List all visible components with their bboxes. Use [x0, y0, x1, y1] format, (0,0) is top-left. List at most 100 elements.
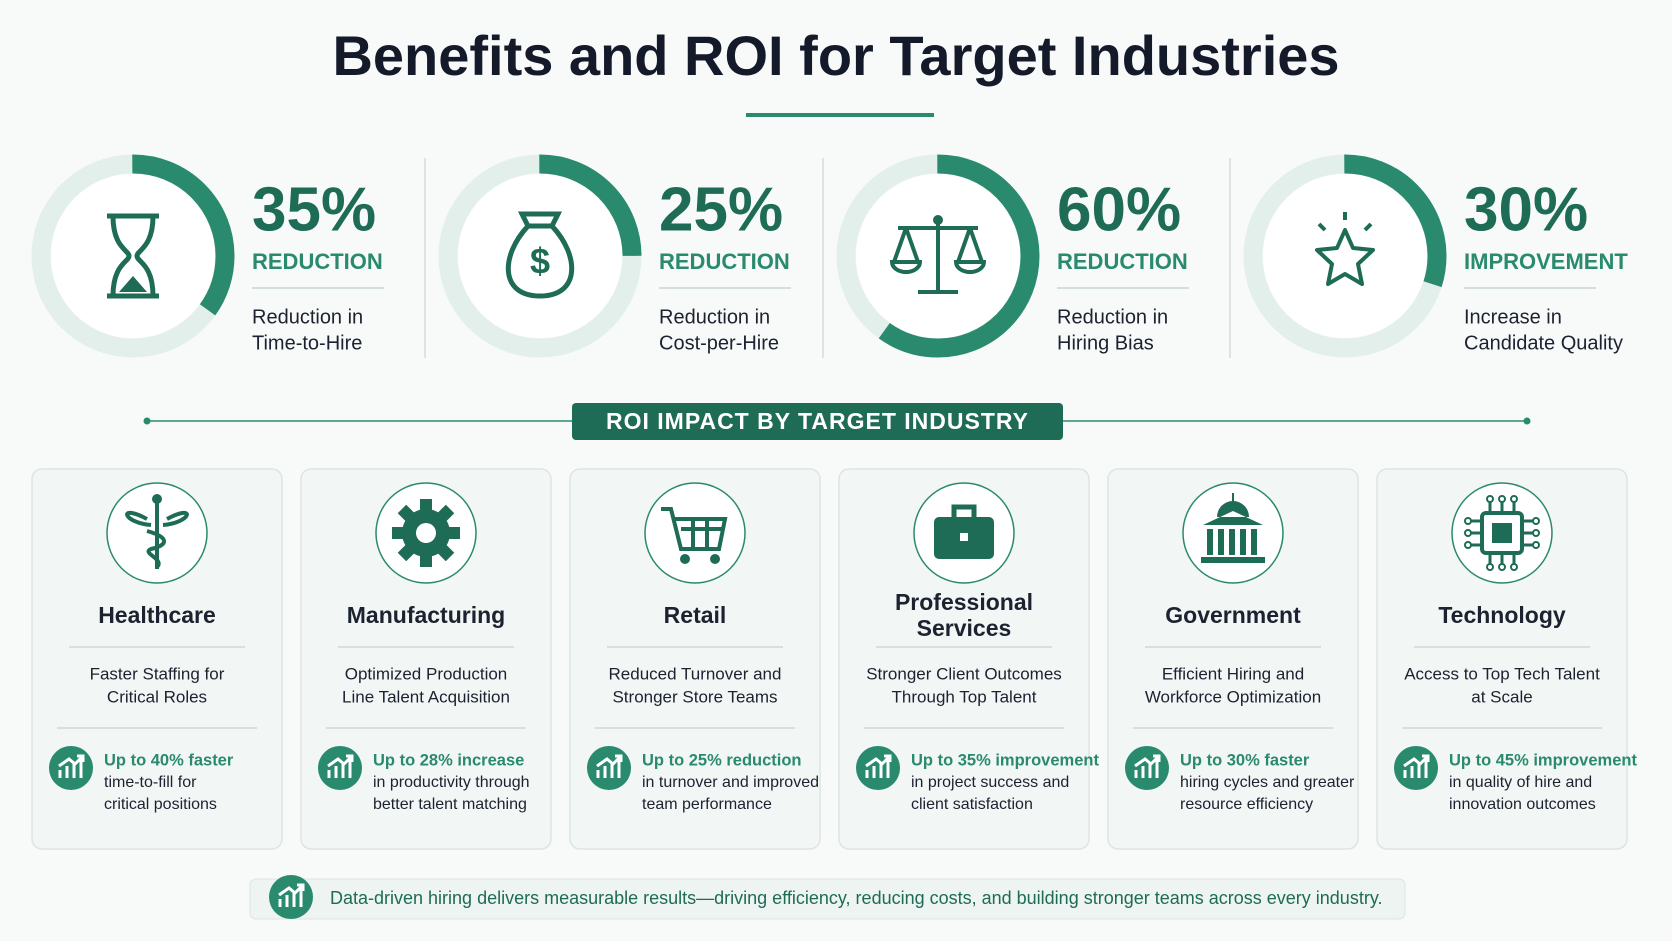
- metric-icon: $: [505, 211, 575, 299]
- icon-shape: [1203, 501, 1263, 525]
- industry-description: Stronger Store Teams: [612, 687, 777, 706]
- stat-icon-bg: [49, 746, 93, 790]
- metric-icon: [889, 215, 987, 294]
- industry-name: Technology: [1438, 602, 1566, 628]
- section-dot: [143, 417, 151, 425]
- icon-shape: [1486, 495, 1494, 503]
- ring-inner: [458, 174, 622, 338]
- metric-label: REDUCTION: [252, 249, 383, 274]
- stat-detail: in productivity through: [373, 774, 530, 791]
- metric-percent: 60%: [1057, 175, 1181, 244]
- stat-icon: [1125, 746, 1169, 790]
- section-dot: [1523, 417, 1531, 425]
- ring-arc: [1243, 154, 1447, 358]
- stat-icon-chart: [596, 754, 623, 778]
- icon-shape: [1207, 529, 1213, 555]
- icon-shape: [1470, 501, 1534, 565]
- ring-arc: [31, 154, 235, 358]
- ring-arc: [836, 154, 1040, 358]
- ring-inner: [1263, 174, 1427, 338]
- metric-icon: [1315, 212, 1375, 286]
- icon-shape: [1532, 541, 1540, 549]
- icon-shape: [889, 216, 987, 294]
- industry-description: Faster Staffing for: [90, 664, 225, 683]
- icon-shape: [505, 211, 575, 299]
- stat-icon: [269, 875, 313, 919]
- icon-shape: [107, 213, 159, 299]
- page-title: Benefits and ROI for Target Industries: [332, 24, 1339, 87]
- industry-description: Line Talent Acquisition: [342, 687, 510, 706]
- icon-shape: [119, 276, 147, 292]
- icon-shape: [1315, 212, 1375, 286]
- metric-label: REDUCTION: [1057, 249, 1188, 274]
- ring-inner: [51, 174, 215, 338]
- stat-detail: team performance: [642, 796, 772, 813]
- stat-icon-chart: [327, 754, 354, 778]
- stat-detail: innovation outcomes: [1449, 796, 1596, 813]
- stat-icon-bg: [1125, 746, 1169, 790]
- stat-icon-chart: [1403, 754, 1430, 778]
- icon-shape: [1492, 523, 1512, 543]
- industry-description: Optimized Production: [345, 664, 508, 683]
- industry-description: Access to Top Tech Talent: [1404, 664, 1600, 683]
- metric-description: Reduction in: [252, 306, 363, 328]
- industry-name: Manufacturing: [347, 602, 505, 628]
- industry-icon: [392, 499, 460, 567]
- icon-shape: [1470, 501, 1534, 565]
- icon-shape: [1498, 563, 1506, 571]
- icon-shape: [710, 554, 720, 564]
- icon-shape: [1240, 529, 1246, 555]
- stat-highlight: Up to 25% reduction: [642, 751, 802, 769]
- metric-percent: 25%: [659, 175, 783, 244]
- stat-highlight: Up to 28% increase: [373, 751, 524, 769]
- stat-detail: in quality of hire and: [1449, 774, 1592, 791]
- icon-shape: [416, 523, 436, 543]
- icon-shape: [1218, 529, 1224, 555]
- footer-box: [249, 878, 1406, 920]
- stat-icon: [49, 746, 93, 790]
- stat-icon: [856, 746, 900, 790]
- industry-description: at Scale: [1471, 687, 1532, 706]
- stat-icon-bg: [269, 875, 313, 919]
- icon-shape: [1232, 493, 1234, 511]
- industry-description: Through Top Talent: [892, 687, 1037, 706]
- industry-card: [31, 468, 283, 850]
- industry-name: Services: [917, 615, 1012, 641]
- icon-shape: $: [530, 241, 550, 282]
- metric-percent: 35%: [252, 175, 376, 244]
- icon-shape: [1464, 529, 1472, 537]
- industry-icon: [1201, 493, 1265, 563]
- stat-highlight: Up to 35% improvement: [911, 751, 1099, 769]
- stat-icon-chart: [58, 754, 85, 778]
- icon-shape: [960, 533, 968, 541]
- icon-shape: [1510, 495, 1518, 503]
- industry-icon: [661, 507, 728, 564]
- icon-shape: [1201, 557, 1265, 563]
- footer-text: Data-driven hiring delivers measurable r…: [330, 888, 1382, 908]
- icon-shape: [933, 215, 943, 225]
- metric-description: Hiring Bias: [1057, 332, 1154, 354]
- industry-card: [838, 468, 1090, 850]
- industry-card: [1376, 468, 1628, 850]
- stat-detail: critical positions: [104, 796, 217, 813]
- section-title: ROI IMPACT BY TARGET INDUSTRY: [606, 408, 1029, 434]
- stat-icon: [587, 746, 631, 790]
- title-underline: [746, 113, 934, 117]
- metric-description: Reduction in: [659, 306, 770, 328]
- stat-detail: in turnover and improved: [642, 774, 819, 791]
- industry-description: Reduced Turnover and: [609, 664, 782, 683]
- icon-shape: [1532, 529, 1540, 537]
- stat-highlight: Up to 45% improvement: [1449, 751, 1637, 769]
- metric-description: Time-to-Hire: [252, 332, 362, 354]
- industry-card: [1107, 468, 1359, 850]
- industry-description: Stronger Client Outcomes: [866, 664, 1062, 683]
- metric-description: Cost-per-Hire: [659, 332, 779, 354]
- icon-shape: [1532, 517, 1540, 525]
- icon-shape: [1251, 529, 1257, 555]
- metric-description: Increase in: [1464, 306, 1562, 328]
- industry-description: Critical Roles: [107, 687, 207, 706]
- stat-icon-bg: [587, 746, 631, 790]
- stat-icon-bg: [856, 746, 900, 790]
- industry-name: Retail: [664, 602, 727, 628]
- industry-icon: [934, 504, 994, 559]
